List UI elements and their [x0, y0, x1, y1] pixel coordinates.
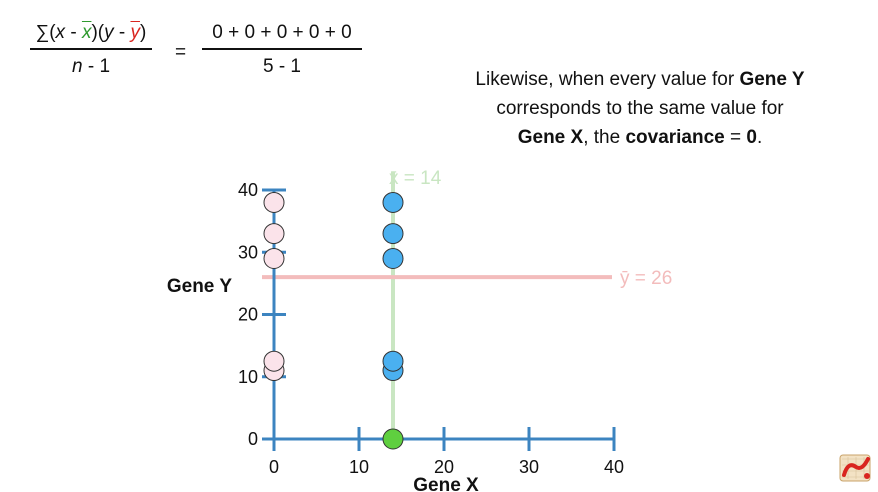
y-tick-label: 0 — [248, 429, 258, 449]
x-tick-label: 40 — [604, 457, 624, 477]
mean-point — [382, 428, 404, 450]
projection-point — [263, 247, 285, 269]
x-bar-symbol: x — [81, 22, 92, 43]
y-tick-label: 30 — [238, 242, 258, 262]
covariance-term: covariance — [625, 127, 725, 148]
explanation-line-2: corresponds to the same value for — [496, 98, 784, 119]
projection-point — [263, 223, 285, 245]
projection-point — [263, 191, 285, 213]
x-tick-label: 0 — [269, 457, 279, 477]
text-run: , the — [583, 127, 626, 148]
text-run: . — [756, 127, 763, 148]
formula-lhs-fraction: ∑(x - x)(y - y) n - 1 — [30, 22, 152, 78]
minus-one: - 1 — [82, 56, 111, 77]
formula-lhs-denominator: n - 1 — [30, 56, 152, 78]
axes — [262, 188, 616, 451]
parenthesis: )( — [91, 22, 105, 43]
projection-point — [263, 350, 285, 372]
x-tick-label: 10 — [349, 457, 369, 477]
x-symbol: x — [55, 22, 66, 43]
chart-labels: 0 10 20 30 40 0 10 20 30 40 Gene X Gene Y x̄ = 14 ȳ =… — [167, 168, 672, 492]
formula-rhs-denominator: 5 - 1 — [262, 56, 302, 77]
equals-sign: = — [175, 42, 187, 63]
sum-symbol: ∑( — [35, 22, 56, 43]
y-tick-label: 10 — [238, 367, 258, 387]
gene-y-term: Gene Y — [739, 69, 805, 90]
gene-x-term: Gene X — [517, 127, 584, 148]
fraction-bar — [202, 48, 362, 50]
mean-x-label: x̄ = 14 — [389, 168, 442, 189]
text-run: Likewise, when every value for — [475, 69, 740, 90]
formula-lhs-numerator: ∑(x - x)(y - y) — [30, 22, 152, 44]
minus-sign: - — [65, 22, 82, 43]
n-symbol: n — [71, 56, 83, 77]
y-axis-title: Gene Y — [167, 276, 232, 297]
zero-value: 0 — [746, 127, 757, 148]
data-point — [382, 350, 404, 372]
data-point — [382, 247, 404, 269]
mean-y-label: ȳ = 26 — [620, 268, 672, 289]
x-tick-label: 20 — [434, 457, 454, 477]
formula-rhs-numerator: 0 + 0 + 0 + 0 + 0 — [212, 22, 352, 43]
formula-rhs-fraction: 0 + 0 + 0 + 0 + 0 5 - 1 — [202, 22, 362, 78]
data-point — [382, 223, 404, 245]
parenthesis: ) — [139, 22, 147, 43]
y-tick-label: 40 — [238, 180, 258, 200]
mean-lines — [262, 172, 612, 439]
y-tick-label: 20 — [238, 305, 258, 325]
x-tick-label: 30 — [519, 457, 539, 477]
explanation-text: Likewise, when every value for Gene Y co… — [430, 65, 850, 152]
fraction-bar — [30, 48, 152, 50]
explanation-line-1: Likewise, when every value for Gene Y — [430, 65, 850, 94]
x-axis-title: Gene X — [413, 475, 479, 492]
minus-sign: - — [113, 22, 131, 43]
text-run: = — [724, 127, 747, 148]
statquest-logo-icon — [839, 454, 871, 482]
data-point — [382, 191, 404, 213]
explanation-line-3: Gene X, the covariance = 0. — [430, 123, 850, 152]
data-points — [263, 191, 404, 450]
y-bar-symbol: y — [130, 22, 140, 43]
y-symbol: y — [104, 22, 114, 43]
